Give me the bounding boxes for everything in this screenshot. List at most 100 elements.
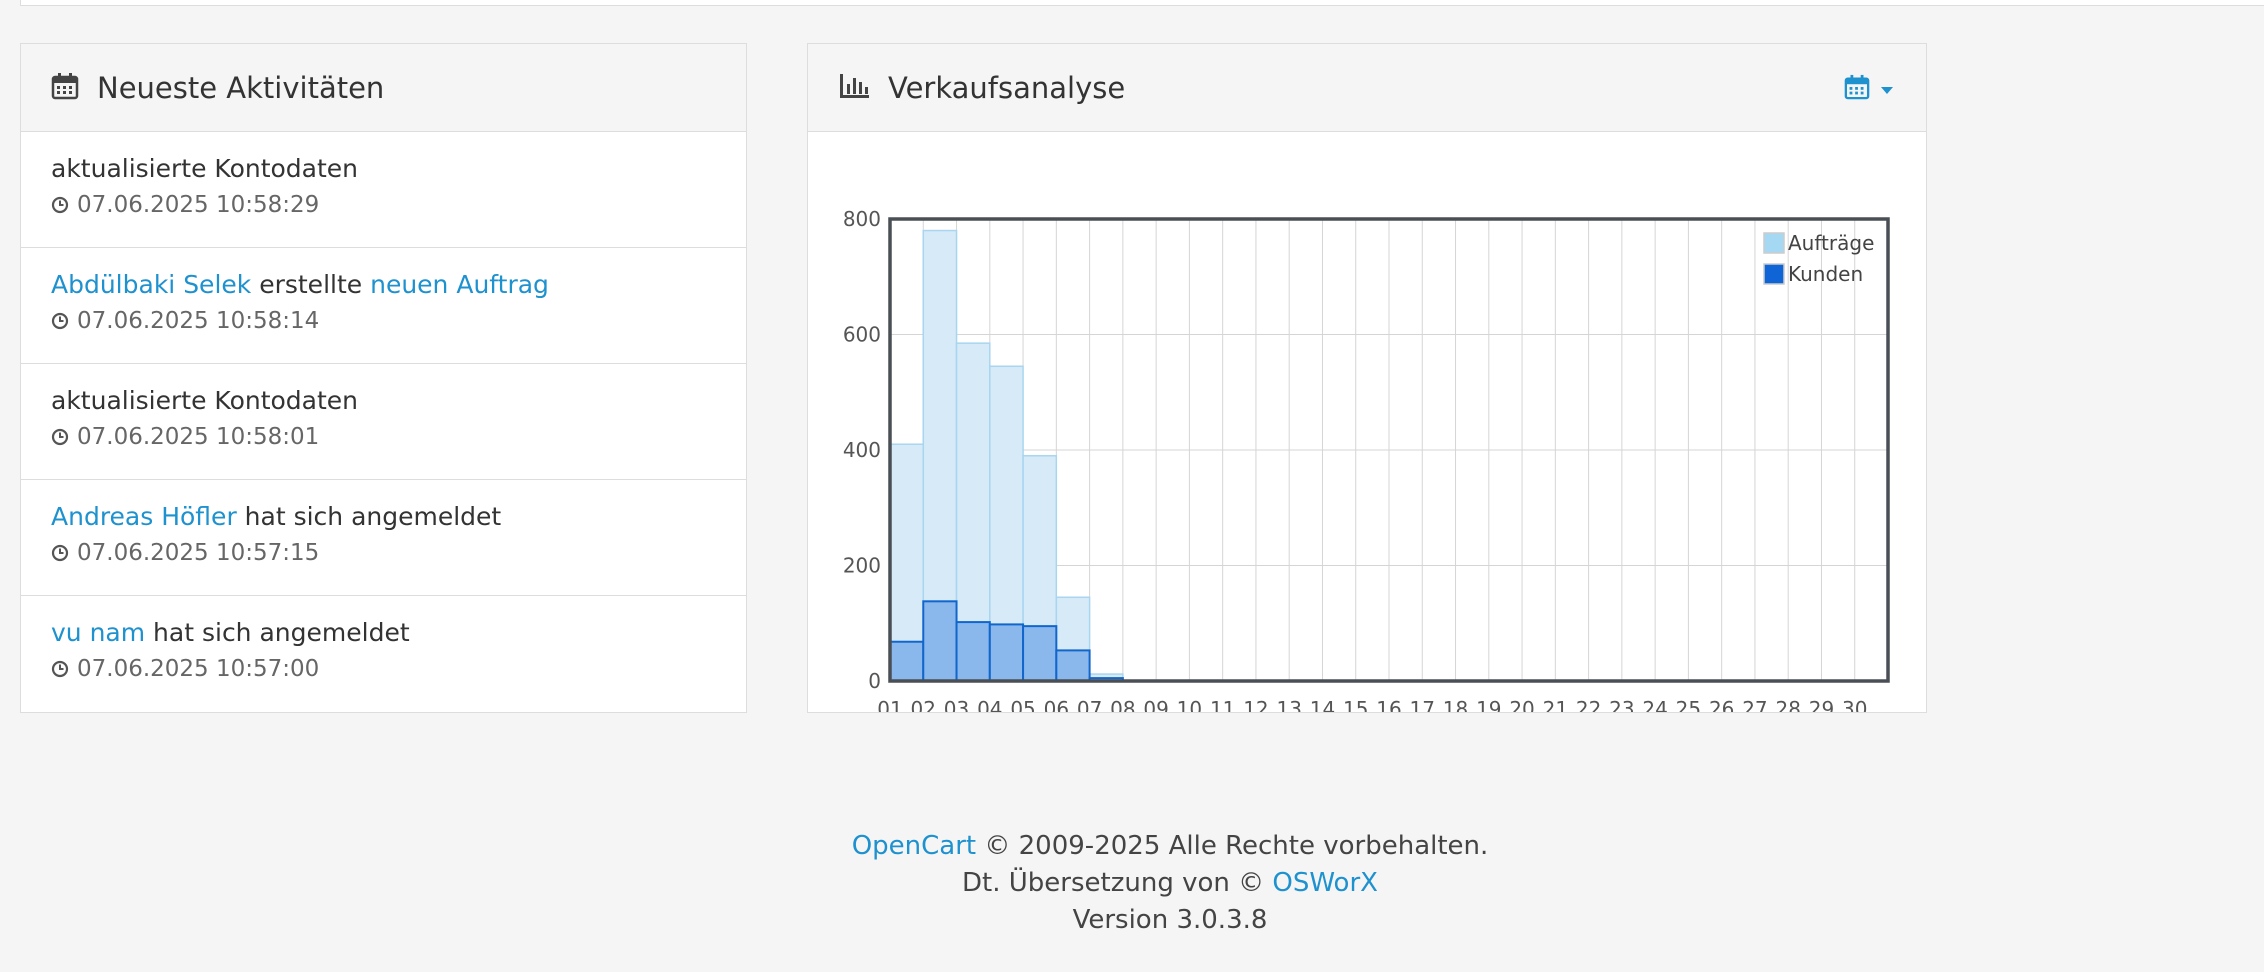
activity-text-part: aktualisierte Kontodaten [51, 386, 359, 415]
x-tick-label: 06 [1044, 697, 1069, 712]
activity-item: aktualisierte Kontodaten 07.06.2025 10:58… [21, 132, 746, 248]
y-tick-label: 200 [843, 554, 881, 578]
activity-timestamp: 07.06.2025 10:57:15 [51, 540, 716, 566]
clock-icon [51, 312, 69, 330]
x-tick-label: 15 [1343, 697, 1368, 712]
x-tick-label: 23 [1609, 697, 1634, 712]
x-tick-label: 08 [1110, 697, 1135, 712]
bar-kunden [1055, 649, 1091, 683]
activity-text: Andreas Höfler hat sich angemeldet [51, 500, 716, 534]
x-tick-label: 14 [1310, 697, 1335, 712]
x-tick-label: 13 [1276, 697, 1301, 712]
legend-swatch-kunden [1763, 263, 1785, 285]
footer-version: Version 3.0.3.8 [1072, 905, 1268, 935]
x-tick-label: 01 [877, 697, 902, 712]
x-tick-label: 22 [1576, 697, 1601, 712]
sales-analytics-panel: Verkaufsanalyse 0 200 400 600 800 01 02 03 04 0 [807, 43, 1927, 713]
activity-timestamp: 07.06.2025 10:58:29 [51, 192, 716, 218]
activity-time-text: 07.06.2025 10:58:14 [77, 308, 320, 334]
x-tick-label: 18 [1443, 697, 1468, 712]
activity-text-part: erstellte [251, 270, 371, 299]
legend-label-auftraege: Aufträge [1788, 231, 1874, 255]
activity-text: Abdülbaki Selek erstellte neuen Auftrag [51, 268, 716, 302]
activity-list: aktualisierte Kontodaten 07.06.2025 10:58… [21, 132, 746, 712]
x-tick-label: 30 [1842, 697, 1867, 712]
x-tick-label: 12 [1243, 697, 1268, 712]
activity-time-text: 07.06.2025 10:58:29 [77, 192, 320, 218]
x-tick-label: 11 [1210, 697, 1235, 712]
x-tick-label: 24 [1642, 697, 1667, 712]
x-tick-label: 19 [1476, 697, 1501, 712]
translation-text: Dt. Übersetzung von © [962, 868, 1273, 898]
activity-text: aktualisierte Kontodaten [51, 384, 716, 418]
clock-icon [51, 660, 69, 678]
x-tick-label: 03 [944, 697, 969, 712]
bar-kunden [922, 600, 958, 682]
x-tick-label: 05 [1010, 697, 1035, 712]
activity-time-text: 07.06.2025 10:57:00 [77, 656, 320, 682]
clock-icon [51, 196, 69, 214]
sales-analytics-heading: Verkaufsanalyse [808, 44, 1926, 132]
activity-time-text: 07.06.2025 10:57:15 [77, 540, 320, 566]
recent-activity-heading: Neueste Aktivitäten [21, 44, 746, 132]
y-tick-label: 400 [843, 438, 881, 462]
footer-copyright: OpenCart © 2009-2025 Alle Rechte vorbeha… [0, 828, 2264, 865]
footer: OpenCart © 2009-2025 Alle Rechte vorbeha… [0, 828, 2264, 939]
sales-chart: 0 200 400 600 800 01 02 03 04 05 06 07 08 09 10 11 12 13 1… [843, 207, 1890, 712]
activity-link[interactable]: Abdülbaki Selek [51, 270, 252, 299]
activity-text: aktualisierte Kontodaten [51, 152, 716, 186]
activity-text-part: hat sich angemeldet [145, 618, 410, 647]
recent-activity-panel: Neueste Aktivitäten aktualisierte Kontod… [20, 43, 747, 713]
clock-icon [51, 428, 69, 446]
activity-timestamp: 07.06.2025 10:57:00 [51, 656, 716, 682]
bar-kunden [889, 640, 925, 683]
bar-chart-icon [838, 72, 870, 104]
recent-activity-title: Neueste Aktivitäten [97, 70, 385, 105]
activity-item: vu nam hat sich angemeldet 07.06.2025 10:… [21, 596, 746, 712]
legend-swatch-auftraege [1763, 232, 1785, 254]
x-tick-label: 27 [1742, 697, 1767, 712]
copyright-text: © 2009-2025 Alle Rechte vorbehalten. [976, 831, 1489, 861]
sales-analytics-title: Verkaufsanalyse [888, 70, 1126, 105]
x-tick-label: 26 [1709, 697, 1734, 712]
calendar-icon [1844, 74, 1870, 104]
calendar-icon [51, 72, 79, 104]
x-tick-label: 21 [1543, 697, 1568, 712]
legend-label-kunden: Kunden [1788, 262, 1863, 286]
clock-icon [51, 544, 69, 562]
plot-border [888, 217, 1890, 683]
footer-translation: Dt. Übersetzung von © OSWorX [0, 865, 2264, 902]
activity-text-part: hat sich angemeldet [236, 502, 502, 531]
x-tick-label: 20 [1509, 697, 1534, 712]
top-panel-edge [20, 0, 2264, 6]
activity-item: Andreas Höfler hat sich angemeldet 07.06.… [21, 480, 746, 596]
x-tick-label: 09 [1143, 697, 1168, 712]
x-tick-label: 10 [1177, 697, 1202, 712]
activity-time-text: 07.06.2025 10:58:01 [77, 424, 320, 450]
osworx-link[interactable]: OSWorX [1272, 868, 1378, 898]
x-tick-label: 17 [1410, 697, 1435, 712]
x-tick-label: 25 [1676, 697, 1701, 712]
x-tick-label: 28 [1775, 697, 1800, 712]
activity-link[interactable]: neuen Auftrag [370, 270, 549, 299]
x-tick-label: 04 [977, 697, 1002, 712]
y-tick-label: 0 [868, 669, 881, 693]
activity-link[interactable]: vu nam [51, 618, 146, 647]
x-tick-label: 29 [1809, 697, 1834, 712]
y-tick-label: 800 [843, 207, 881, 231]
bar-kunden [955, 621, 991, 682]
activity-link[interactable]: Andreas Höfler [51, 502, 237, 531]
activity-text: vu nam hat sich angemeldet [51, 616, 716, 650]
activity-item: aktualisierte Kontodaten 07.06.2025 10:58… [21, 364, 746, 480]
activity-timestamp: 07.06.2025 10:58:14 [51, 308, 716, 334]
opencart-link[interactable]: OpenCart [851, 831, 977, 861]
activity-item: Abdülbaki Selek erstellte neuen Auftrag 0… [21, 248, 746, 364]
activity-timestamp: 07.06.2025 10:58:01 [51, 424, 716, 450]
caret-down-icon [1880, 80, 1894, 99]
date-range-dropdown[interactable] [1844, 74, 1894, 104]
bar-kunden [988, 623, 1025, 682]
x-tick-label: 07 [1077, 697, 1102, 712]
activity-text-part: aktualisierte Kontodaten [51, 154, 359, 183]
x-tick-label: 02 [911, 697, 936, 712]
y-tick-label: 600 [843, 323, 881, 347]
